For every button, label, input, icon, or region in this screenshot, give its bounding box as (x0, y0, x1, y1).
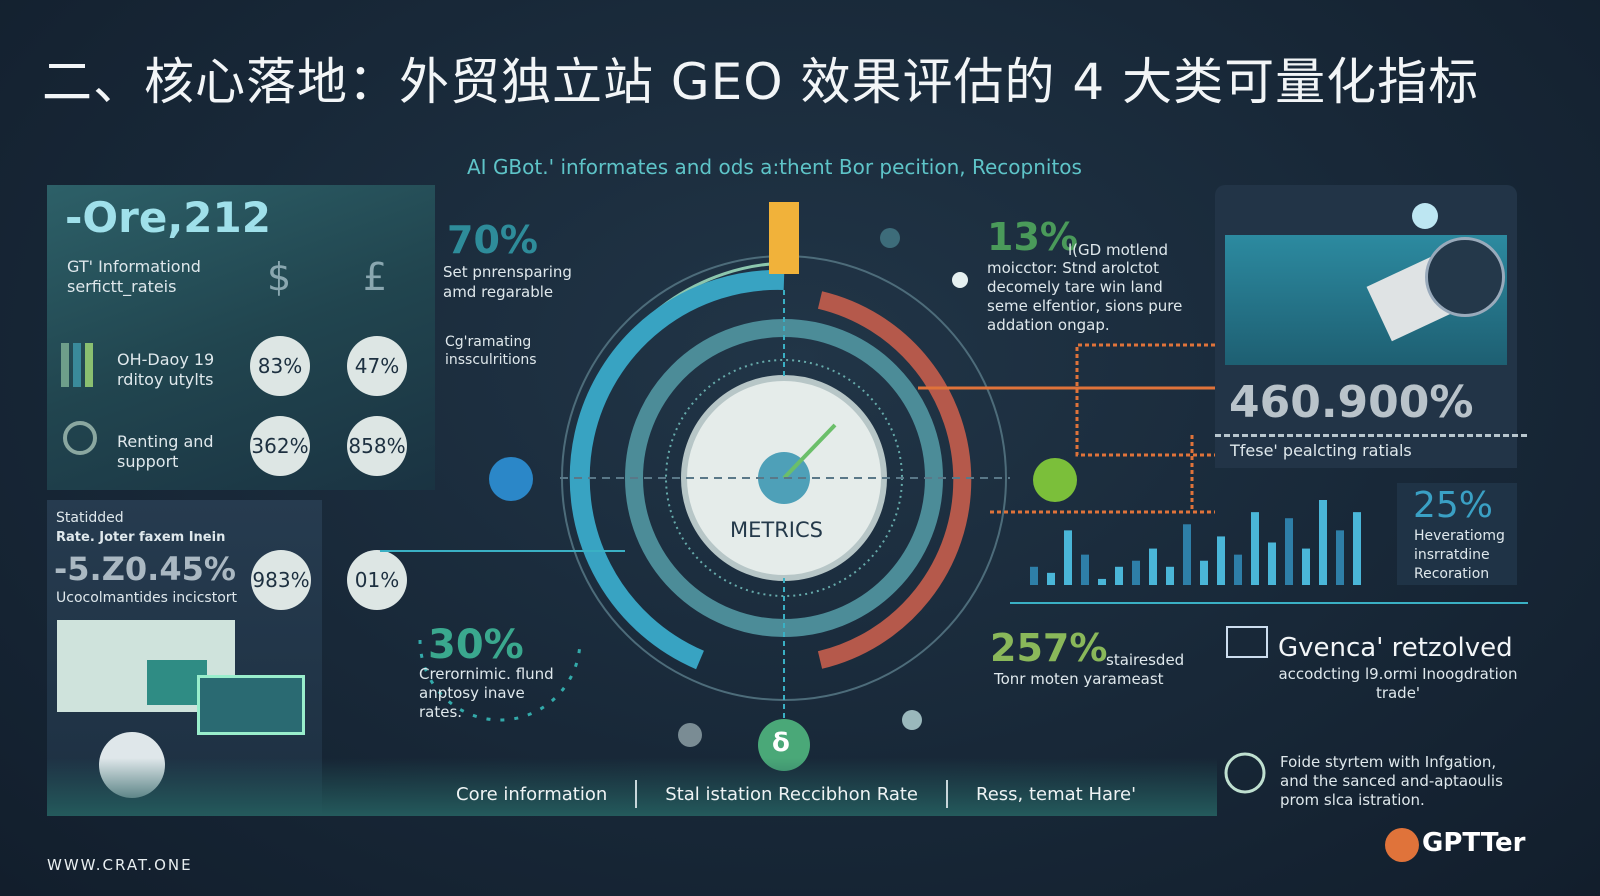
right-bottom-title: Gvenca' retzolved (1278, 633, 1513, 663)
robot-arm-illustration (1225, 235, 1507, 365)
band-label: Stal istation Reccibhon Rate (665, 783, 919, 805)
band-label: Core information (456, 783, 608, 805)
search-icon (63, 421, 97, 455)
callout-value: 13% (987, 215, 1078, 259)
bar (1081, 554, 1089, 585)
marker-bar (769, 202, 799, 274)
callout-value: 30% (428, 622, 524, 668)
bar (1183, 524, 1191, 585)
center-label: METRICS (730, 518, 823, 542)
callout-value: 70% (447, 218, 538, 262)
row-label: Renting and support (117, 432, 214, 471)
label: Statidded (56, 510, 124, 526)
website: WWW.CRAT.ONE (47, 856, 193, 874)
metric-circle: 83% (250, 336, 310, 396)
callout-text: Cg'ramating inssculritions (445, 334, 537, 368)
bar (1336, 530, 1344, 585)
label: Rate. Joter faxem Inein (56, 530, 226, 545)
callout-title: stairesded (1106, 651, 1185, 669)
bottom-band (47, 758, 1217, 816)
bar (1132, 560, 1140, 585)
brand-name: GPTTer (1422, 828, 1526, 858)
page-title: 二、核心落地：外贸独立站 GEO 效果评估的 4 大类可量化指标 (42, 53, 1480, 111)
arc-red (817, 291, 972, 669)
pound-icon: £ (363, 255, 388, 299)
stat-value: 25% (1413, 485, 1494, 526)
bar-chart-icon (61, 343, 93, 387)
right-bottom-text: Foide styrtem with Infgation, and the sa… (1280, 753, 1503, 809)
bar (1353, 512, 1361, 585)
bar (1115, 566, 1123, 585)
rate-caption: Ucocolmantides incicstort (56, 590, 238, 606)
stat-text: Heveratiomg insrratdine Recoration (1414, 528, 1505, 582)
map-node-icon (1033, 458, 1077, 502)
bottom-node-glyph: δ (772, 728, 790, 758)
bar (1166, 566, 1174, 585)
headline-value: -Ore,212 (65, 193, 271, 242)
metric-circle: 01% (347, 550, 407, 610)
callout-text: Crerornimic. flund anptosy inave rates. (419, 665, 554, 721)
bar (1319, 500, 1327, 585)
monitor-illustration (197, 675, 305, 735)
check-circle-icon (1224, 752, 1266, 794)
headline-label: GT' Informationd serfictt_rateis (67, 257, 201, 296)
bottom-labels: Core information Stal istation Reccibhon… (456, 780, 1136, 808)
bar (1149, 548, 1157, 585)
row-label: OH-Daoy 19 rditoy utylts (117, 350, 215, 389)
metric-circle: 47% (347, 336, 407, 396)
callout-title: l(GD motlend (1068, 241, 1169, 259)
bar (1098, 578, 1106, 585)
bar (1234, 554, 1242, 585)
bar (1302, 548, 1310, 585)
bar (1064, 530, 1072, 585)
callout-text: Set pnrensparing amd regarable (443, 263, 572, 301)
bar-chart (1030, 500, 1361, 585)
node-dot (952, 272, 968, 288)
brand-logo-icon (1385, 828, 1419, 862)
callout-text: moicctor: Stnd arolctot decomely tare wi… (987, 259, 1183, 334)
bar (1047, 572, 1055, 585)
chat-icon (1226, 626, 1268, 658)
subtitle: AI GBot.' informates and ods a:thent Bor… (467, 155, 1082, 179)
right-top-panel: 460.900% Tfese' pealcting ratials (1215, 185, 1527, 468)
arc-blue (569, 269, 785, 670)
clock-icon (1412, 203, 1438, 229)
metric-circle: 983% (251, 550, 311, 610)
left-metrics-panel: -Ore,212 GT' Informationd serfictt_ratei… (47, 185, 435, 490)
dial-needle (782, 423, 837, 480)
metric-circle: 858% (347, 416, 407, 476)
bar (1251, 512, 1259, 585)
right-panel-caption: Tfese' pealcting ratials (1230, 441, 1412, 460)
bar (1217, 536, 1225, 585)
stat-box: 25% Heveratiomg insrratdine Recoration (1397, 483, 1517, 585)
bar (1285, 518, 1293, 585)
chat-node-icon (489, 457, 533, 501)
metric-circle: 362% (250, 416, 310, 476)
bar (1030, 566, 1038, 585)
band-label: Ress, temat Hare' (976, 783, 1137, 805)
bar (1268, 542, 1276, 585)
callout-text: Tonr moten yarameast (994, 670, 1164, 688)
right-bottom-subtitle: accodcting l9.ormi Inoogdration trade' (1278, 665, 1518, 702)
rate-value: -5.Z0.45% (54, 550, 236, 588)
right-panel-value: 460.900% (1229, 377, 1474, 428)
bar (1200, 560, 1208, 585)
callout-value: 257% (990, 626, 1108, 670)
dollar-icon: $ (267, 255, 292, 299)
